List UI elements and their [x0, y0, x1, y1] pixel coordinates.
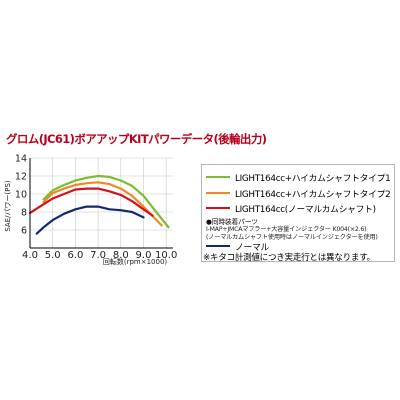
y-tick-labels: 6 8 10 12 14	[15, 154, 27, 237]
y-tick-label: 14	[15, 154, 27, 165]
parts-note-line1: I-MAP+JMCAマフラー+大容量インジェクター K004(×2.6)	[206, 226, 367, 233]
series-line-type2	[42, 181, 163, 227]
legend-item-normal: ノーマル	[206, 240, 269, 253]
x-axis-label: 回転数(rpm×1000)	[103, 257, 168, 266]
x-tick-label: 4.0	[22, 250, 38, 261]
legend-swatch-type2	[206, 192, 230, 194]
legend-swatch-type1	[206, 176, 230, 178]
x-tick-label: 9.0	[136, 250, 152, 261]
series-line-normal_cam	[28, 187, 154, 217]
y-tick-label: 12	[15, 172, 27, 183]
legend-label-type2: LIGHT164cc+ハイカムシャフトタイプ2	[235, 189, 391, 200]
legend-label-type1: LIGHT164cc+ハイカムシャフトタイプ1	[235, 173, 391, 184]
parts-note-line2: (ノーマルカムシャフト使用時はノーマルインジェクターを使用)	[206, 234, 378, 241]
y-tick-label: 6	[21, 226, 27, 237]
grid	[29, 157, 173, 248]
legend-swatch-normal	[206, 245, 230, 247]
legend-swatch-normal-cam	[206, 207, 230, 209]
x-tick-label: 8.0	[113, 250, 129, 261]
x-tick-label: 6.0	[67, 250, 83, 261]
legend: LIGHT164cc+ハイカムシャフトタイプ1 LIGHT164cc+ハイカムシ…	[201, 164, 395, 262]
legend-item-type1: LIGHT164cc+ハイカムシャフトタイプ1	[206, 171, 391, 184]
series-lines	[28, 174, 170, 235]
x-tick-label: 10.0	[155, 250, 177, 261]
legend-item-normal-cam: LIGHT164cc(ノーマルカムシャフト)	[206, 202, 376, 215]
chart-title: グロム(JC61)ボアアップKITパワーデータ(後輪出力)	[6, 132, 267, 146]
y-tick-label: 10	[15, 190, 27, 201]
legend-label-normal-cam: LIGHT164cc(ノーマルカムシャフト)	[235, 204, 376, 215]
parts-note-heading: ●同時装着パーツ	[206, 218, 258, 226]
series-line-type1	[42, 174, 170, 229]
x-tick-label: 7.0	[90, 250, 106, 261]
y-tick-label: 8	[21, 208, 27, 219]
legend-label-normal: ノーマル	[235, 242, 269, 253]
measurement-disclaimer: ※キタコ計測値につき実走行とは異なります。	[203, 253, 375, 263]
legend-item-type2: LIGHT164cc+ハイカムシャフトタイプ2	[206, 187, 391, 200]
y-axis-label: SAE/パワー(PS)	[4, 180, 12, 232]
x-tick-label: 5.0	[45, 250, 61, 261]
series-line-normal	[35, 205, 145, 235]
x-tick-labels: 4.0 5.0 6.0 7.0 8.0 9.0 10.0	[22, 250, 177, 261]
